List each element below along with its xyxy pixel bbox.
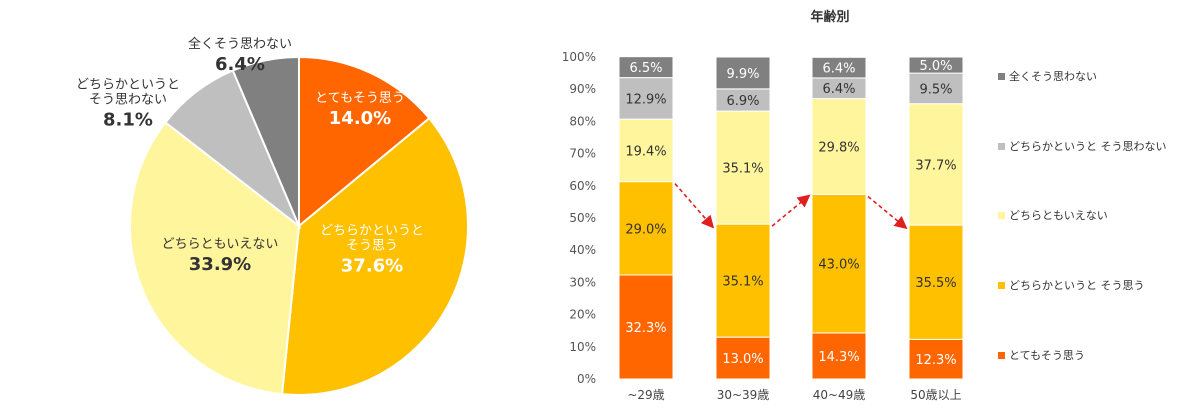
bar-segment: [811, 332, 867, 380]
x-tick-label: 50歳以上: [910, 388, 961, 402]
legend-item: とてもそう思う: [998, 347, 1085, 363]
bar-segment: [618, 56, 674, 79]
bar-segment: [715, 110, 771, 225]
bar-segment: [715, 56, 771, 90]
legend-swatch: [998, 281, 1005, 289]
pie-slice-percent: 6.4%: [215, 54, 265, 75]
pie-slice-label: どちらかというとそう思わない: [76, 78, 180, 108]
y-tick-label: 30%: [569, 275, 596, 289]
legend-item: 全くそう思わない: [998, 68, 1097, 84]
bar-segment-label: 35.1%: [722, 162, 763, 177]
bar-segment: [908, 338, 964, 380]
bar-segment-label: 12.9%: [625, 92, 666, 107]
bar-segment: [811, 193, 867, 334]
bar-segment-label: 6.4%: [822, 62, 855, 77]
pie-slice: [298, 55, 431, 229]
legend-label: とてもそう思う: [1009, 349, 1085, 362]
y-tick-label: 60%: [569, 179, 596, 193]
bar-segment: [908, 72, 964, 105]
legend-label: どちらともいえない: [1009, 209, 1108, 222]
bar-segment-label: 19.4%: [625, 144, 666, 159]
legend-item: どちらかというと そう思う: [998, 277, 1145, 293]
y-tick-label: 70%: [569, 147, 596, 161]
legend-swatch: [998, 211, 1005, 219]
y-tick-label: 90%: [569, 82, 596, 96]
bar-segment-label: 29.0%: [625, 222, 666, 237]
legend-label: 全くそう思わない: [1009, 70, 1097, 83]
bar-chart-svg: 0% 10% 20% 30% 40% 50% 60% 70% 80% 90% 100% 32.3% 29…: [562, 50, 964, 402]
legend-item: どちらかというと そう思わない: [998, 138, 1167, 154]
y-tick-label: 10%: [569, 340, 596, 354]
legend-swatch: [998, 142, 1005, 150]
pie-slice-label: 全くそう思わない: [188, 36, 292, 52]
bar-segment: [908, 103, 964, 226]
y-tick-label: 50%: [569, 211, 596, 225]
bar-segment: [715, 336, 771, 380]
legend-item: どちらともいえない: [998, 207, 1108, 223]
bar-segment-label: 6.5%: [629, 61, 662, 76]
bar-segment-label: 13.0%: [722, 352, 763, 367]
pie-slice-percent: 37.6%: [341, 256, 403, 277]
bar-segment: [618, 77, 674, 120]
legend-swatch: [998, 72, 1005, 80]
y-tick-label: 0%: [577, 372, 596, 386]
pie-chart: とてもそう思う 14.0% どちらかというとそう思う 37.6% どちらともいえない 33…: [0, 0, 600, 411]
pie-slice-percent: 33.9%: [189, 254, 251, 275]
pie-slice-percent: 14.0%: [329, 108, 391, 129]
x-tick-label: 30~39歳: [717, 388, 770, 402]
pie-slice-percent: 8.1%: [103, 110, 153, 131]
bar-segment-label: 37.7%: [915, 158, 956, 173]
pie-slice: [129, 121, 301, 396]
y-tick-label: 100%: [562, 50, 596, 64]
bar-segment: [811, 98, 867, 195]
trend-arrow: [674, 183, 715, 229]
x-tick-label: ~29歳: [627, 388, 664, 402]
pie-slice: [280, 116, 469, 396]
pie-slice: [231, 55, 300, 227]
y-tick-label: 20%: [569, 308, 596, 322]
bar-segment-label: 32.3%: [625, 321, 666, 336]
bar-segment-label: 35.1%: [722, 275, 763, 290]
pie-slice-label: どちらともいえない: [162, 237, 279, 252]
bar-segment: [908, 56, 964, 74]
y-tick-label: 40%: [569, 243, 596, 257]
bar-segment-label: 6.9%: [726, 94, 759, 109]
legend-swatch: [998, 351, 1005, 359]
bar-segment-label: 43.0%: [818, 258, 859, 273]
pie-slice-label: どちらかというとそう思う: [320, 224, 424, 254]
bar-segment-label: 12.3%: [915, 353, 956, 368]
bar-chart-title: 年齢別: [810, 10, 850, 25]
bar-segment-label: 9.9%: [726, 67, 759, 82]
pie-slice-label: とてもそう思う: [315, 91, 405, 106]
bar-segment-label: 9.5%: [919, 82, 952, 97]
trend-arrow: [771, 194, 811, 227]
y-tick-label: 80%: [569, 114, 596, 128]
bar-segment-label: 5.0%: [919, 59, 952, 74]
bar-chart-legend: 全くそう思わないどちらかというと そう思わない どちらともいえないどちらかというと…: [998, 0, 1198, 411]
bar-segment-label: 6.4%: [822, 82, 855, 97]
bar-segment: [811, 56, 867, 79]
x-tick-label: 40~49歳: [813, 388, 866, 402]
legend-label: どちらかというと そう思わない: [1009, 140, 1167, 153]
bar-segment-label: 14.3%: [818, 350, 859, 365]
bar-segment-label: 35.5%: [915, 276, 956, 291]
legend-label: どちらかというと そう思う: [1009, 279, 1145, 292]
trend-arrow: [867, 195, 908, 230]
bar-segment-label: 29.8%: [818, 141, 859, 156]
stacked-bar-chart: 年齢別 0% 10% 20% 30% 40% 50% 60% 70% 80% 90% 100% 32.…: [540, 0, 1200, 411]
